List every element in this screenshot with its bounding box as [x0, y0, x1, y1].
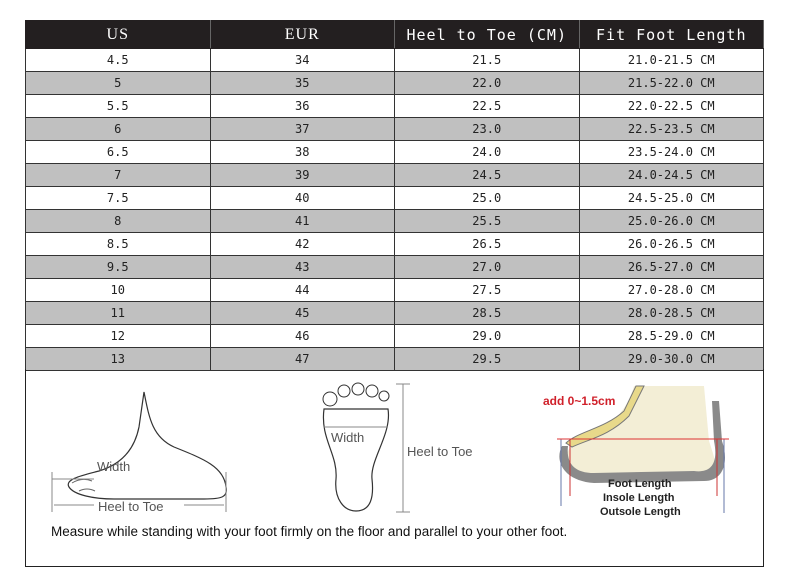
- sole-length-label: Heel to Toe: [407, 444, 473, 459]
- us-size-cell: 11: [25, 301, 211, 325]
- fit-foot-length-cell: 26.0-26.5 CM: [578, 232, 764, 256]
- fit-foot-length-cell: 29.0-30.0 CM: [578, 347, 764, 371]
- heel-to-toe-cell: 29.0: [394, 324, 580, 348]
- heel-to-toe-cell: 24.0: [394, 140, 580, 164]
- eur-size-cell: 45: [209, 301, 395, 325]
- heel-to-toe-cell: 22.5: [394, 94, 580, 118]
- table-row: 8.5 42 26.5 26.0-26.5 CM: [25, 232, 764, 256]
- heel-to-toe-cell: 26.5: [394, 232, 580, 256]
- foot-sole-sketch-icon: [322, 382, 410, 513]
- heel-to-toe-cell: 27.0: [394, 255, 580, 279]
- eur-size-cell: 41: [209, 209, 395, 233]
- fit-foot-length-cell: 28.0-28.5 CM: [578, 301, 764, 325]
- fit-foot-length-cell: 27.0-28.0 CM: [578, 278, 764, 302]
- table-header-row: US EUR Heel to Toe (CM) Fit Foot Length: [25, 20, 764, 49]
- heel-to-toe-cell: 24.5: [394, 163, 580, 187]
- measurement-caption: Measure while standing with your foot fi…: [51, 524, 568, 539]
- eur-size-cell: 34: [209, 48, 395, 72]
- table-row: 8 41 25.5 25.0-26.0 CM: [25, 209, 764, 233]
- eur-size-cell: 43: [209, 255, 395, 279]
- heel-to-toe-cell: 28.5: [394, 301, 580, 325]
- side-foot-sketch-icon: [51, 391, 227, 512]
- measurement-illustrations: Width Heel to Toe Width Heel to Toe add …: [25, 369, 764, 567]
- table-row: 6 37 23.0 22.5-23.5 CM: [25, 117, 764, 141]
- fit-foot-length-cell: 26.5-27.0 CM: [578, 255, 764, 279]
- table-row: 12 46 29.0 28.5-29.0 CM: [25, 324, 764, 348]
- us-size-cell: 8.5: [25, 232, 211, 256]
- fit-foot-length-cell: 22.5-23.5 CM: [578, 117, 764, 141]
- us-size-cell: 10: [25, 278, 211, 302]
- eur-size-cell: 47: [209, 347, 395, 371]
- table-row: 5.5 36 22.5 22.0-22.5 CM: [25, 94, 764, 118]
- add-allowance-label: add 0~1.5cm: [543, 394, 616, 408]
- eur-size-cell: 44: [209, 278, 395, 302]
- header-fit-foot-length: Fit Foot Length: [578, 20, 764, 49]
- header-eur: EUR: [209, 20, 395, 49]
- eur-size-cell: 42: [209, 232, 395, 256]
- us-size-cell: 9.5: [25, 255, 211, 279]
- fit-foot-length-cell: 22.0-22.5 CM: [578, 94, 764, 118]
- fit-foot-length-cell: 24.0-24.5 CM: [578, 163, 764, 187]
- heel-to-toe-cell: 25.5: [394, 209, 580, 233]
- us-size-cell: 12: [25, 324, 211, 348]
- eur-size-cell: 36: [209, 94, 395, 118]
- sole-width-label: Width: [331, 430, 365, 445]
- us-size-cell: 6: [25, 117, 211, 141]
- fit-foot-length-cell: 24.5-25.0 CM: [578, 186, 764, 210]
- eur-size-cell: 39: [209, 163, 395, 187]
- outsole-length-label: Outsole Length: [600, 506, 681, 518]
- table-row: 9.5 43 27.0 26.5-27.0 CM: [25, 255, 764, 279]
- fit-foot-length-cell: 21.0-21.5 CM: [578, 48, 764, 72]
- eur-size-cell: 37: [209, 117, 395, 141]
- heel-to-toe-cell: 23.0: [394, 117, 580, 141]
- table-row: 7 39 24.5 24.0-24.5 CM: [25, 163, 764, 187]
- us-size-cell: 6.5: [25, 140, 211, 164]
- eur-size-cell: 40: [209, 186, 395, 210]
- us-size-cell: 8: [25, 209, 211, 233]
- us-size-cell: 5.5: [25, 94, 211, 118]
- eur-size-cell: 38: [209, 140, 395, 164]
- fit-foot-length-cell: 25.0-26.0 CM: [578, 209, 764, 233]
- insole-length-label: Insole Length: [603, 492, 675, 504]
- eur-size-cell: 46: [209, 324, 395, 348]
- us-size-cell: 13: [25, 347, 211, 371]
- table-row: 5 35 22.0 21.5-22.0 CM: [25, 71, 764, 95]
- table-row: 7.5 40 25.0 24.5-25.0 CM: [25, 186, 764, 210]
- us-size-cell: 5: [25, 71, 211, 95]
- us-size-cell: 4.5: [25, 48, 211, 72]
- foot-length-label: Foot Length: [608, 478, 672, 490]
- fit-foot-length-cell: 21.5-22.0 CM: [578, 71, 764, 95]
- table-row: 6.5 38 24.0 23.5-24.0 CM: [25, 140, 764, 164]
- heel-to-toe-cell: 22.0: [394, 71, 580, 95]
- side-length-label: Heel to Toe: [98, 499, 164, 514]
- header-heel-to-toe: Heel to Toe (CM): [394, 20, 580, 49]
- table-row: 11 45 28.5 28.0-28.5 CM: [25, 301, 764, 325]
- heel-to-toe-cell: 27.5: [394, 278, 580, 302]
- side-width-label: Width: [97, 459, 131, 474]
- table-row: 10 44 27.5 27.0-28.0 CM: [25, 278, 764, 302]
- fit-foot-length-cell: 23.5-24.0 CM: [578, 140, 764, 164]
- us-size-cell: 7.5: [25, 186, 211, 210]
- table-row: 4.5 34 21.5 21.0-21.5 CM: [25, 48, 764, 72]
- heel-to-toe-cell: 25.0: [394, 186, 580, 210]
- shoe-cross-section-icon: [557, 385, 729, 513]
- size-chart-table: US EUR Heel to Toe (CM) Fit Foot Length …: [25, 20, 764, 371]
- us-size-cell: 7: [25, 163, 211, 187]
- table-row: 13 47 29.5 29.0-30.0 CM: [25, 347, 764, 371]
- heel-to-toe-cell: 21.5: [394, 48, 580, 72]
- fit-foot-length-cell: 28.5-29.0 CM: [578, 324, 764, 348]
- eur-size-cell: 35: [209, 71, 395, 95]
- header-us: US: [25, 20, 211, 49]
- heel-to-toe-cell: 29.5: [394, 347, 580, 371]
